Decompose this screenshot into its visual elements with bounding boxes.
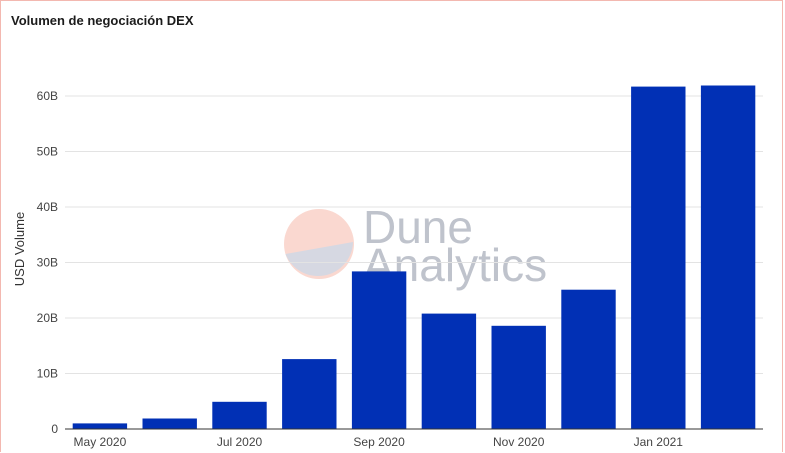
bar-aug-2020[interactable] [282, 359, 337, 429]
y-tick-label: 0 [51, 422, 58, 436]
bar-sep-2020[interactable] [351, 271, 407, 429]
watermark-text-dune: Dune [363, 201, 473, 253]
x-tick-label: Jan 2021 [634, 435, 684, 449]
bar-jan-2021[interactable] [631, 86, 686, 429]
y-axis-ticks: 0 10B 20B 30B 40B 50B 60B [37, 89, 59, 436]
bar-jun-2020[interactable] [142, 418, 197, 430]
y-tick-label: 30B [37, 256, 58, 270]
x-tick-label: Sep 2020 [353, 435, 405, 449]
bar-nov-2020[interactable] [491, 325, 546, 429]
bar-may-2020[interactable] [72, 423, 128, 429]
bars [72, 85, 756, 430]
x-axis-ticks: May 2020 Jul 2020 Sep 2020 Nov 2020 Jan 2021 [74, 435, 684, 449]
y-tick-label: 20B [37, 311, 58, 325]
chart-title: Volumen de negociación DEX [11, 13, 194, 28]
y-tick-label: 60B [37, 89, 58, 103]
x-tick-label: Nov 2020 [493, 435, 545, 449]
bar-feb-2021[interactable] [700, 85, 756, 430]
y-tick-label: 40B [37, 200, 58, 214]
y-tick-label: 10B [37, 367, 58, 381]
y-axis-label: USD Volume [12, 212, 27, 286]
dune-analytics-watermark: Dune Analytics [284, 201, 547, 291]
bar-dec-2020[interactable] [561, 289, 616, 429]
watermark-logo-slice [285, 242, 353, 277]
y-tick-label: 50B [37, 145, 58, 159]
bar-jul-2020[interactable] [212, 401, 267, 429]
bar-oct-2020[interactable] [421, 313, 477, 429]
x-tick-label: Jul 2020 [217, 435, 263, 449]
x-tick-label: May 2020 [74, 435, 127, 449]
